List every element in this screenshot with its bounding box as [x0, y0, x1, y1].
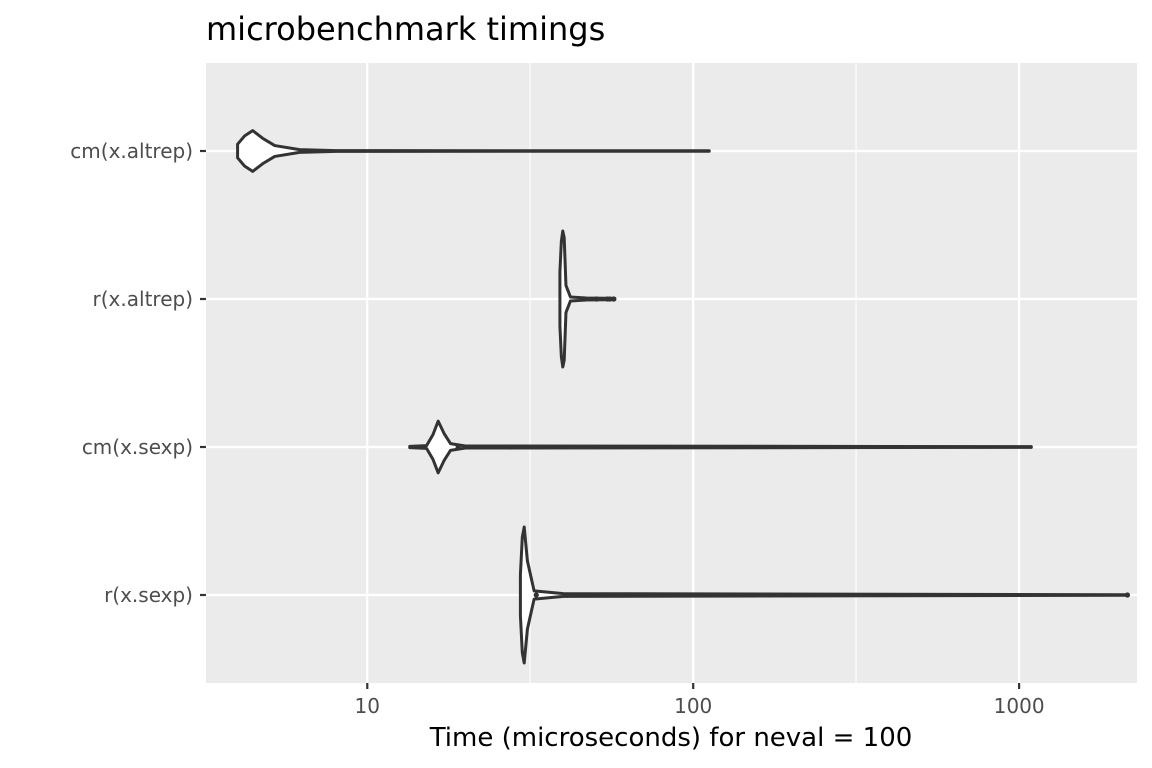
- x-tick-label: 10: [355, 694, 380, 718]
- violin-point: [611, 296, 617, 302]
- violin-point: [455, 444, 461, 450]
- y-tick-label: r(x.sexp): [104, 583, 193, 607]
- violin-point: [507, 444, 514, 450]
- x-axis-title: Time (microseconds) for neval = 100: [429, 723, 913, 753]
- violin-cm(x.sexp): [408, 419, 1033, 475]
- violins: [236, 129, 1131, 665]
- violin-point: [607, 296, 613, 302]
- violin-point: [533, 592, 539, 598]
- x-tick-label: 100: [674, 694, 712, 718]
- violin-r(x.sexp): [518, 525, 1131, 665]
- y-axis: cm(x.altrep) r(x.altrep) cm(x.sexp) r(x.sex…: [70, 139, 206, 607]
- violin-point: [564, 592, 570, 598]
- violin-cm(x.altrep): [236, 129, 711, 173]
- violin-r(x.altrep): [558, 229, 617, 369]
- x-axis: 10 100 1000: [355, 683, 1045, 718]
- violin-shape: [236, 129, 711, 173]
- y-tick-label: cm(x.altrep): [70, 139, 193, 163]
- violin-shape: [408, 419, 1033, 475]
- violin-point: [1124, 592, 1131, 598]
- plot-panel: [206, 63, 1137, 683]
- y-tick-label: cm(x.sexp): [82, 435, 193, 459]
- y-tick-label: r(x.altrep): [93, 287, 193, 311]
- violin-point: [593, 296, 600, 302]
- chart-title: microbenchmark timings: [206, 10, 605, 48]
- x-tick-label: 1000: [994, 694, 1045, 718]
